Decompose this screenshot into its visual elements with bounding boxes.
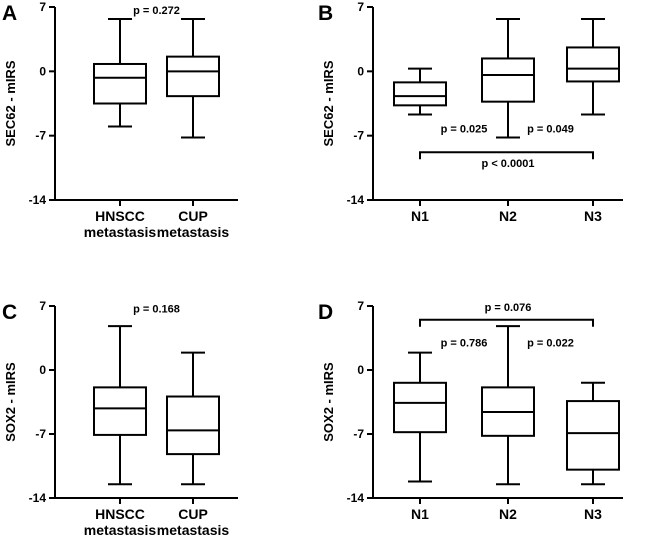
x-tick-label: metastasis — [157, 224, 230, 240]
y-tick-label: 7 — [357, 0, 364, 14]
significance-bracket — [419, 151, 594, 160]
y-tick-label: 7 — [39, 299, 46, 313]
iqr-box — [166, 55, 220, 98]
x-tick-label: CUP — [178, 506, 208, 522]
box-plot — [93, 17, 147, 128]
box-plot — [393, 351, 447, 483]
iqr-box — [566, 46, 620, 83]
p-value-label: p = 0.025 — [441, 123, 488, 135]
x-tick-label: HNSCC — [95, 506, 145, 522]
y-axis-label: SOX2 - mIRS — [321, 362, 336, 442]
y-tick-label: -14 — [347, 491, 365, 505]
p-value-label: p = 0.022 — [527, 338, 574, 350]
box-plot — [166, 17, 220, 139]
iqr-box — [566, 400, 620, 471]
x-tick-label: N1 — [411, 506, 429, 522]
y-tick-label: 7 — [39, 0, 46, 14]
iqr-box — [393, 81, 447, 107]
x-tick-label: metastasis — [84, 224, 157, 240]
x-tick-label: HNSCC — [95, 208, 145, 224]
box-plot — [481, 325, 535, 486]
p-value-label: p = 0.272 — [133, 5, 180, 17]
iqr-box — [93, 62, 147, 105]
y-axis-label: SEC62 - mIRS — [3, 60, 18, 146]
panel-letter: B — [318, 2, 333, 25]
panel-letter: A — [2, 2, 17, 25]
y-tick-label: -14 — [29, 491, 47, 505]
box-plot — [166, 351, 220, 486]
y-tick-label: -7 — [353, 129, 364, 143]
panel-letter: C — [2, 301, 17, 324]
box-plot — [566, 17, 620, 116]
panel-letter: D — [318, 301, 333, 324]
y-tick-label: -7 — [35, 427, 46, 441]
y-tick-label: -7 — [35, 129, 46, 143]
x-tick-label: N1 — [411, 208, 429, 224]
p-value-label: p = 0.786 — [441, 338, 488, 350]
y-tick-label: -14 — [29, 193, 47, 207]
p-value-label: p = 0.049 — [527, 123, 574, 135]
x-tick-label: N3 — [584, 208, 602, 224]
panel-d: D 7 0 -7 -14 SOX2 - mIRS N1 N2 N3 p = 0.786 p = 0.… — [318, 299, 623, 522]
y-axis-label: SOX2 - mIRS — [3, 362, 18, 442]
p-value-label: p = 0.168 — [133, 304, 180, 316]
x-tick-label: metastasis — [84, 522, 157, 536]
box-plot — [566, 381, 620, 486]
y-axis-label: SEC62 - mIRS — [321, 60, 336, 146]
box-plot — [481, 17, 535, 139]
y-tick-label: 0 — [39, 64, 46, 78]
x-tick-label: CUP — [178, 208, 208, 224]
y-tick-label: 0 — [357, 64, 364, 78]
y-tick-label: 0 — [357, 363, 364, 377]
x-tick-label: N2 — [499, 506, 517, 522]
y-tick-label: -14 — [347, 193, 365, 207]
p-value-label: p < 0.0001 — [482, 158, 535, 170]
box-plot — [393, 67, 447, 116]
iqr-box — [93, 386, 147, 436]
box-plot — [93, 325, 147, 486]
x-tick-label: metastasis — [157, 522, 230, 536]
iqr-box — [166, 395, 220, 456]
y-tick-label: -7 — [353, 427, 364, 441]
y-tick-label: 7 — [357, 299, 364, 313]
p-value-label: p = 0.076 — [485, 302, 532, 314]
x-tick-label: N3 — [584, 506, 602, 522]
significance-bracket — [419, 318, 594, 327]
y-tick-label: 0 — [39, 363, 46, 377]
iqr-box — [481, 57, 535, 103]
iqr-box — [393, 381, 447, 434]
panel-b: B 7 0 -7 -14 SEC62 - mIRS N1 N2 N3 p = 0.025 p = 0… — [318, 0, 623, 224]
x-tick-label: N2 — [499, 208, 517, 224]
